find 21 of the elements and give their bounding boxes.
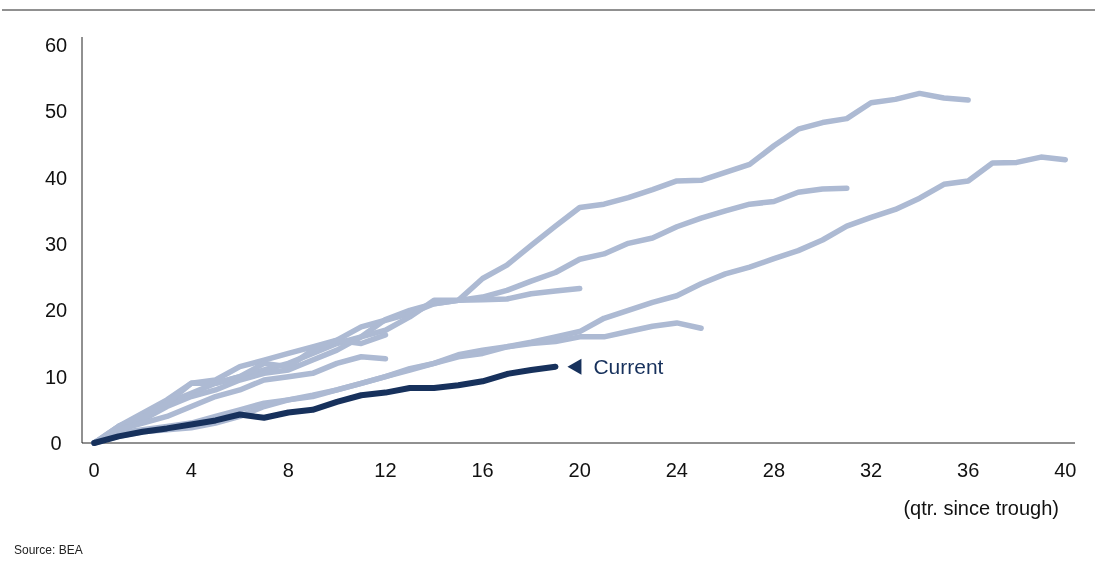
x-axis-title: (qtr. since trough) <box>903 497 1059 519</box>
x-tick-label: 40 <box>1054 459 1077 481</box>
y-tick-label: 40 <box>44 166 68 189</box>
x-tick-label: 36 <box>957 459 980 481</box>
x-tick-label: 32 <box>859 459 883 481</box>
x-tick-label: 16 <box>471 459 494 481</box>
y-tick-label: 60 <box>44 33 68 56</box>
source-note: Source: BEA <box>14 543 83 557</box>
x-tick-label: 20 <box>568 459 591 481</box>
y-tick-label: 0 <box>50 432 62 454</box>
y-tick-label: 10 <box>44 365 68 388</box>
x-tick-label: 28 <box>762 459 786 481</box>
x-tick-label: 4 <box>185 459 197 481</box>
y-tick-label: 30 <box>44 232 68 255</box>
x-tick-label: 0 <box>88 459 100 481</box>
x-tick-label: 24 <box>665 459 688 481</box>
y-tick-label: 20 <box>44 299 68 322</box>
y-tick-label: 50 <box>44 100 68 123</box>
legend-label: Current <box>593 355 664 379</box>
x-tick-label: 8 <box>282 459 294 481</box>
x-tick-label: 12 <box>374 459 397 481</box>
